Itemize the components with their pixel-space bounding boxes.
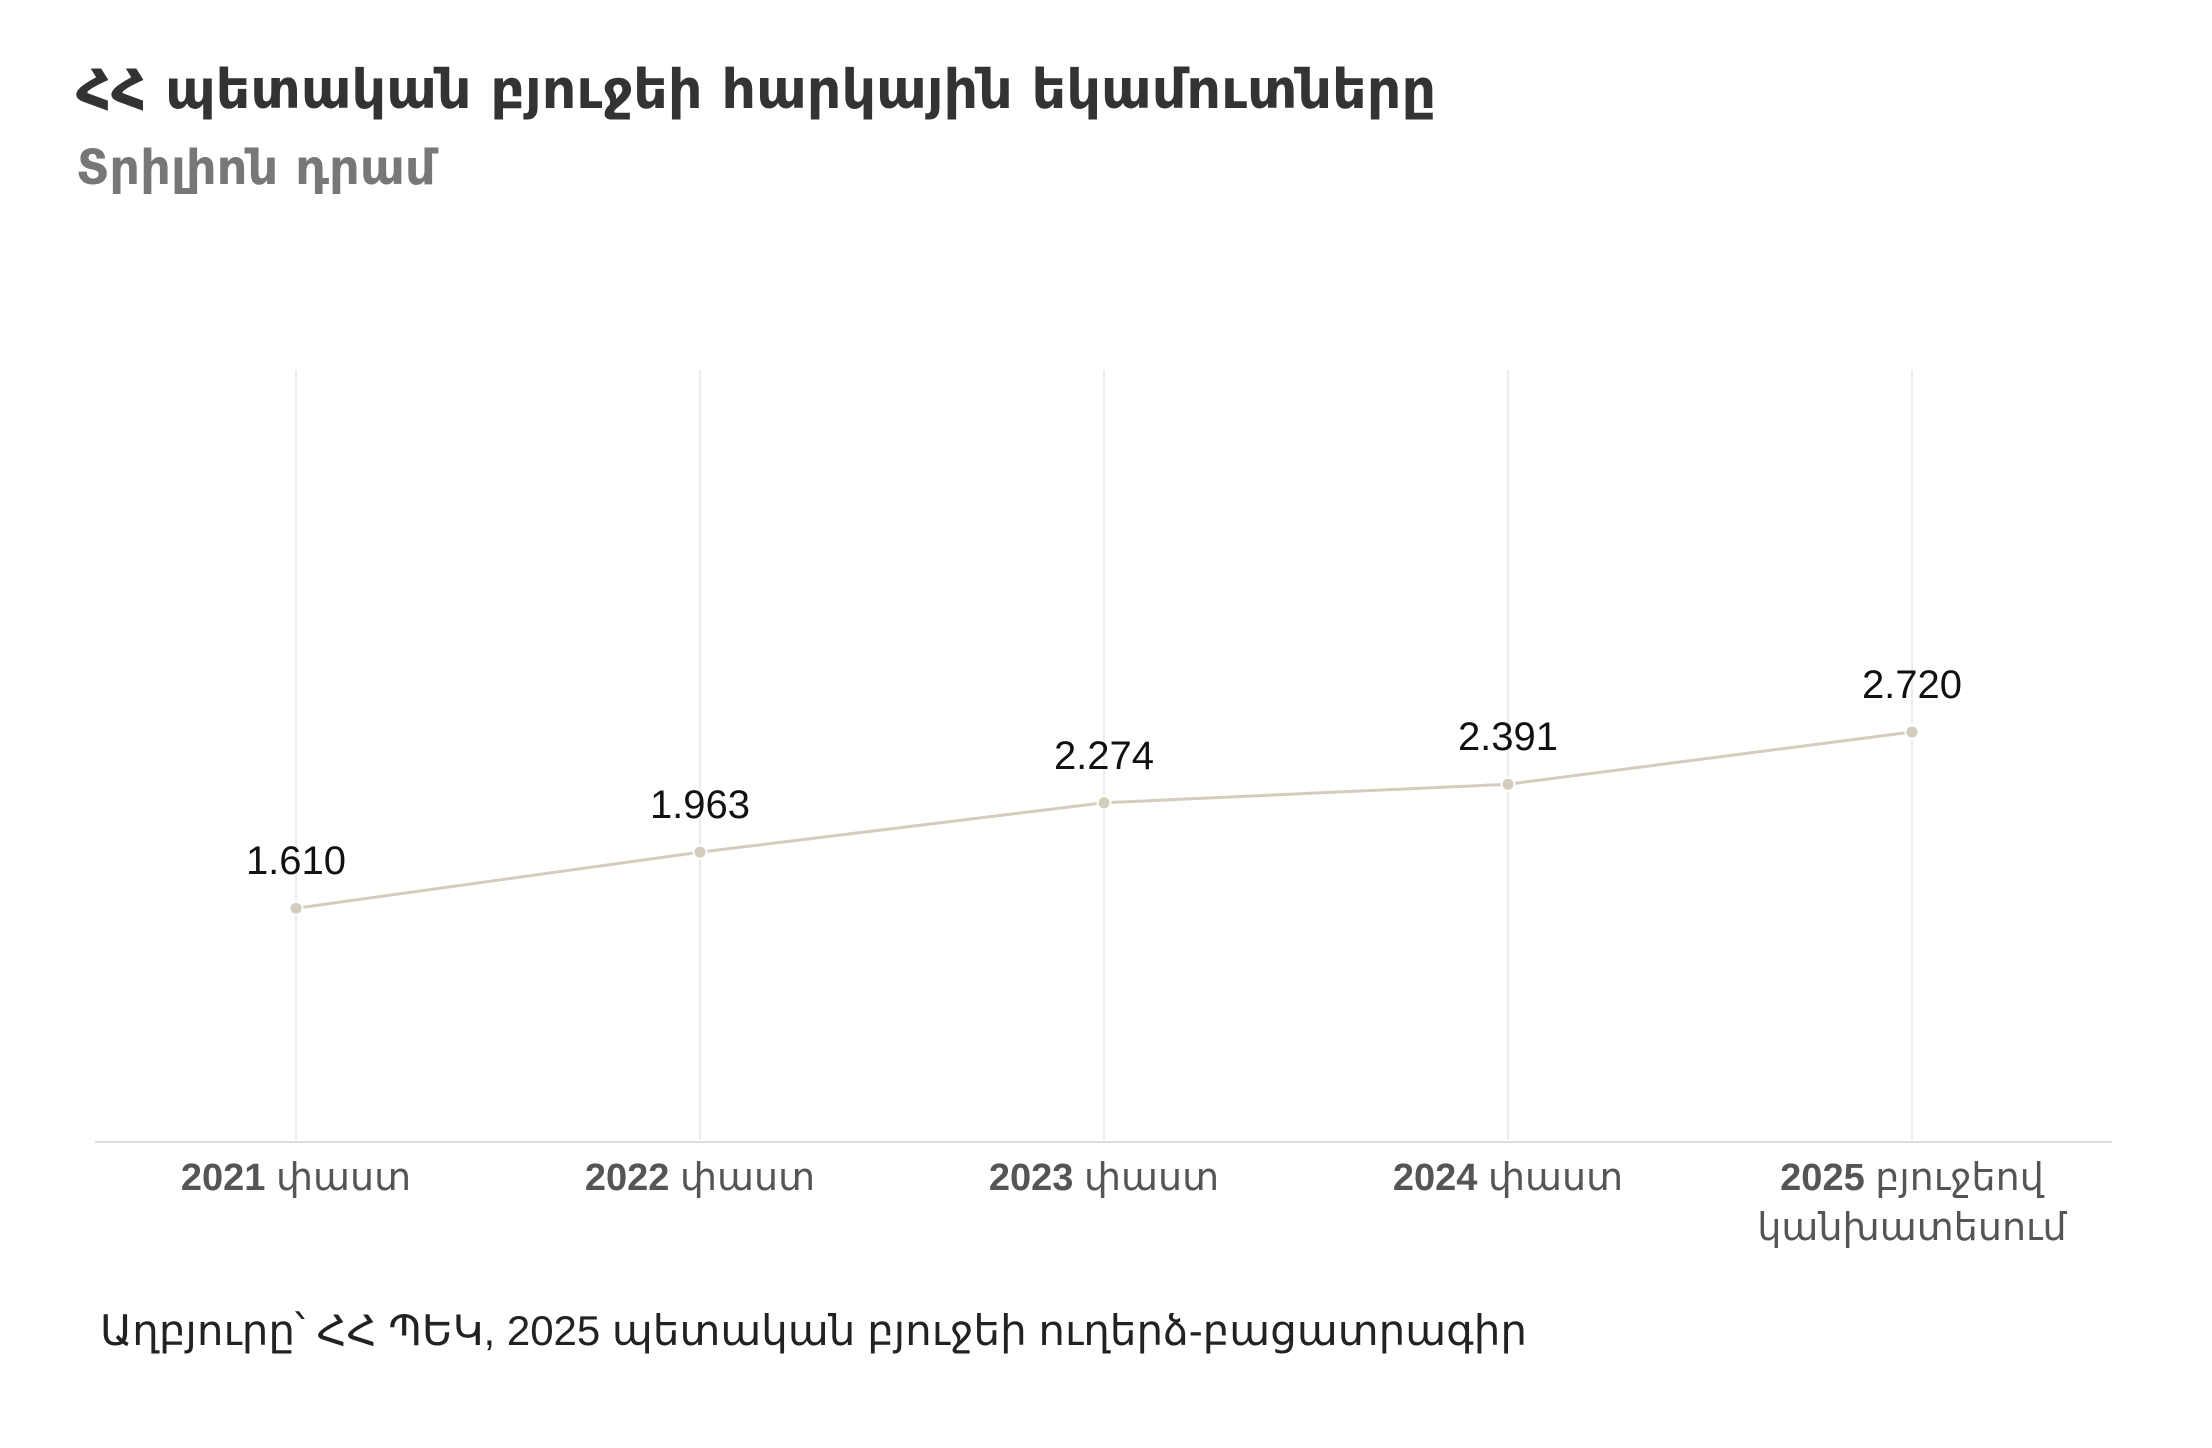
data-point <box>288 900 304 916</box>
x-tick-labels: 2021 փաստ 2022 փաստ 2023 փաստ 2024 փաստ 2025… <box>181 1155 2068 1249</box>
x-tick-label: 2023 փաստ <box>989 1155 1219 1199</box>
data-point <box>692 844 708 860</box>
data-point <box>1096 795 1112 811</box>
series-line-segment <box>1102 782 1510 805</box>
x-tick-descriptor: բյուջեով <box>1875 1155 2044 1199</box>
series-line-segment <box>294 850 702 910</box>
x-tick-label: 2025 բյուջեով կանխատեսում <box>1757 1155 2067 1249</box>
x-tick-descriptor: փաստ <box>276 1155 411 1199</box>
x-tick-year: 2025 <box>1780 1157 1875 1199</box>
data-point <box>1500 776 1516 792</box>
chart-subtitle: Տրիլիոն դրամ <box>76 140 436 196</box>
chart-title: ՀՀ պետական բյուջեի հարկային եկամուտները <box>76 58 1437 121</box>
x-tick-year: 2023 <box>989 1157 1084 1199</box>
x-tick-descriptor-line: կանխատեսում <box>1757 1205 2067 1249</box>
data-point <box>1904 724 1920 740</box>
x-tick-label: 2021 փաստ <box>181 1155 411 1199</box>
x-tick-year: 2021 <box>181 1157 276 1199</box>
x-tick-label: 2022 փաստ <box>585 1155 815 1199</box>
series-line-segment <box>698 801 1106 854</box>
x-tick-label: 2024 փաստ <box>1393 1155 1623 1199</box>
data-label: 1.610 <box>246 839 346 883</box>
x-tick-descriptor: փաստ <box>1084 1155 1219 1199</box>
source-note: Աղբյուրը՝ ՀՀ ՊԵԿ, 2025 պետական բյուջեի ո… <box>100 1307 1528 1354</box>
series-line-group <box>294 730 1914 910</box>
series-markers <box>288 724 1920 916</box>
x-tick-year: 2024 <box>1393 1157 1488 1199</box>
data-label: 2.720 <box>1862 663 1962 707</box>
series-line-segment <box>1506 730 1914 786</box>
x-tick-descriptor: փաստ <box>680 1155 815 1199</box>
value-labels: 1.610 1.963 2.274 2.391 2.720 <box>246 663 1962 883</box>
x-tick-descriptor: փաստ <box>1488 1155 1623 1199</box>
gridlines <box>295 370 1913 1140</box>
x-tick-year: 2022 <box>585 1157 680 1199</box>
data-label: 2.391 <box>1458 715 1558 759</box>
data-label: 1.963 <box>650 783 750 827</box>
data-label: 2.274 <box>1054 734 1154 778</box>
